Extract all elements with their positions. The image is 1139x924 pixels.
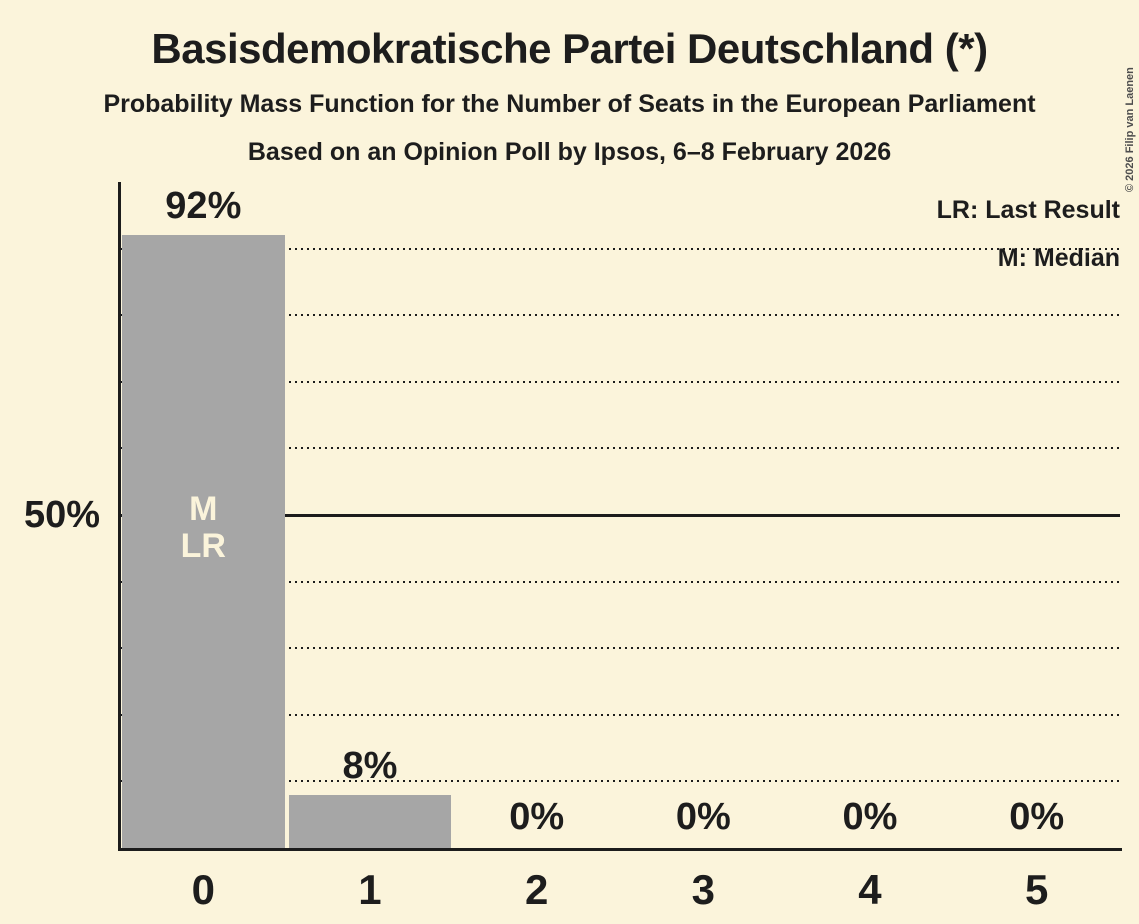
gridline-70pct: [121, 380, 1120, 383]
y-axis-line: [118, 182, 121, 851]
gridline-10pct: [121, 780, 1120, 783]
x-tick-label-3: 3: [691, 866, 715, 913]
x-tick-label-2: 2: [524, 866, 549, 913]
bar-value-label-seat-5: 0%: [1009, 796, 1065, 838]
bar-value-label-seat-0: 92%: [165, 185, 242, 228]
gridline-60pct: [121, 447, 1120, 450]
gridline-80pct: [121, 314, 1120, 317]
x-axis-line: [118, 848, 1122, 851]
copyright-notice: © 2026 Filip van Laenen: [1124, 67, 1136, 192]
legend: LR: Last Result M: Median: [937, 186, 1120, 282]
x-tick-label-0: 0: [191, 866, 215, 913]
bar-value-label-seat-1: 8%: [342, 744, 398, 787]
chart-subtitle-poll-source: Based on an Opinion Poll by Ipsos, 6–8 F…: [247, 138, 892, 166]
bar-value-label-seat-3: 0%: [675, 796, 731, 838]
bar-seat-1: [288, 794, 452, 848]
gridline-30pct: [121, 647, 1120, 650]
bar-value-label-seat-2: 0%: [509, 796, 565, 838]
bar-value-label-seat-4: 0%: [842, 796, 898, 838]
x-tick-label-4: 4: [858, 866, 882, 913]
y-axis-50pct-label: 50%: [23, 494, 100, 536]
chart-subtitle-pmf: Probability Mass Function for the Number…: [103, 90, 1036, 118]
legend-median: M: Median: [997, 244, 1120, 272]
median-lastresult-annotation: M LR: [180, 490, 226, 565]
x-tick-label-1: 1: [358, 866, 382, 913]
gridline-20pct: [121, 713, 1120, 716]
legend-last-result: LR: Last Result: [936, 196, 1120, 224]
gridline-40pct: [121, 580, 1120, 583]
gridline-90pct: [121, 247, 1120, 250]
chart-title: Basisdemokratische Partei Deutschland (*…: [151, 25, 988, 72]
x-tick-label-5: 5: [1024, 866, 1049, 913]
bar-seat-0: [122, 235, 285, 848]
gridline-50pct: [121, 513, 1120, 517]
